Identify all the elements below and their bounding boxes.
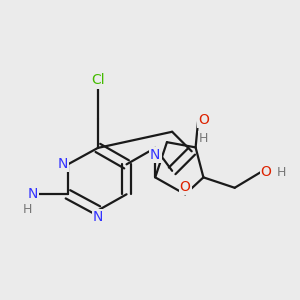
Text: H: H [23,203,32,216]
Text: N: N [28,187,38,201]
Text: H: H [276,166,286,178]
Text: N: N [150,148,160,162]
Text: O: O [180,180,190,194]
Text: H: H [199,132,208,145]
Text: Cl: Cl [91,74,105,88]
Text: O: O [261,165,272,179]
Text: N: N [93,211,103,224]
Text: N: N [58,157,68,171]
Text: O: O [198,113,209,127]
